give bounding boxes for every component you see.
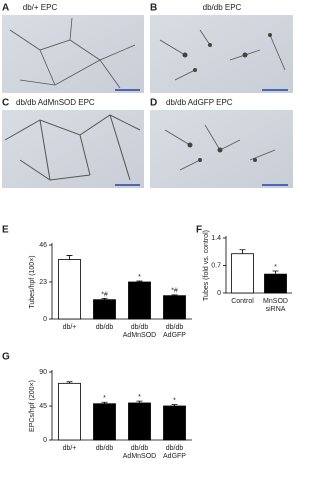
panel-letter: F — [196, 225, 202, 236]
significance-label: * — [138, 394, 141, 401]
y-tick-label: 0 — [43, 316, 47, 323]
panel-label: db/+ EPC — [23, 3, 58, 12]
bar — [93, 403, 116, 441]
significance-label: *# — [101, 291, 108, 298]
x-tick-label: db/db AdMnSOD — [123, 324, 156, 339]
x-tick-label: db/db — [96, 324, 114, 331]
significance-label: * — [103, 395, 106, 402]
panel-label: db/db AdGFP EPC — [166, 98, 233, 107]
panel-letter: D — [150, 98, 157, 109]
panel-letter: C — [2, 98, 9, 109]
error-bar — [136, 400, 143, 403]
y-tick-label: 46 — [39, 242, 47, 249]
bar — [58, 259, 81, 320]
y-tick-label: 1.4 — [211, 235, 221, 242]
panel-label: db/db AdMnSOD EPC — [16, 98, 95, 107]
y-axis-label: Tubes/hpf (100×) — [29, 255, 36, 308]
x-tick-label: MnSOD siRNA — [263, 298, 288, 313]
micrograph-a — [2, 15, 144, 93]
x-tick-label: db/db AdGFP — [163, 324, 186, 339]
x-tick-label: db/db AdGFP — [163, 445, 186, 460]
bar — [231, 253, 254, 294]
error-bar — [136, 280, 143, 282]
x-tick-label: db/db AdMnSOD — [123, 445, 156, 460]
bar — [163, 405, 186, 441]
panel-label: db/db EPC — [203, 3, 242, 12]
error-bar — [239, 249, 246, 254]
y-tick-label: 23 — [39, 279, 47, 286]
y-tick-label: 0 — [217, 290, 221, 297]
bar — [128, 402, 151, 441]
y-axis-label: Tubes (fold vs. control) — [203, 230, 210, 301]
y-axis-label: EPCs/hpf (200×) — [29, 380, 36, 432]
panel-letter: A — [2, 3, 9, 14]
bar — [93, 299, 116, 320]
x-tick-label: db/+ — [63, 445, 77, 452]
error-bar — [171, 294, 178, 296]
panel-letter: B — [150, 3, 157, 14]
bar — [264, 273, 287, 294]
x-tick-label: db/+ — [63, 324, 77, 331]
panel-letter: E — [2, 225, 9, 236]
significance-label: * — [173, 397, 176, 404]
error-bar — [66, 381, 73, 384]
bar — [58, 382, 81, 441]
error-bar — [101, 298, 108, 300]
error-bar — [66, 255, 73, 260]
significance-label: * — [138, 274, 141, 281]
figure: A db/+ EPC B db/db EPC C db/db AdMnSOD E… — [2, 3, 293, 460]
x-tick-label: Control — [231, 298, 254, 305]
micrograph-d — [150, 110, 293, 188]
micrograph-c — [2, 110, 144, 188]
bar — [163, 295, 186, 320]
panel-letter: G — [2, 352, 10, 363]
y-tick-label: 0.7 — [211, 262, 221, 269]
micrograph-b — [150, 15, 293, 93]
significance-label: * — [274, 264, 277, 271]
y-tick-label: 45 — [39, 403, 47, 410]
significance-label: *# — [171, 288, 178, 295]
error-bar — [272, 270, 279, 275]
x-tick-label: db/db — [96, 445, 114, 452]
error-bar — [101, 401, 108, 404]
error-bar — [171, 404, 178, 406]
y-tick-label: 0 — [43, 437, 47, 444]
y-tick-label: 90 — [39, 369, 47, 376]
bar — [128, 281, 151, 320]
